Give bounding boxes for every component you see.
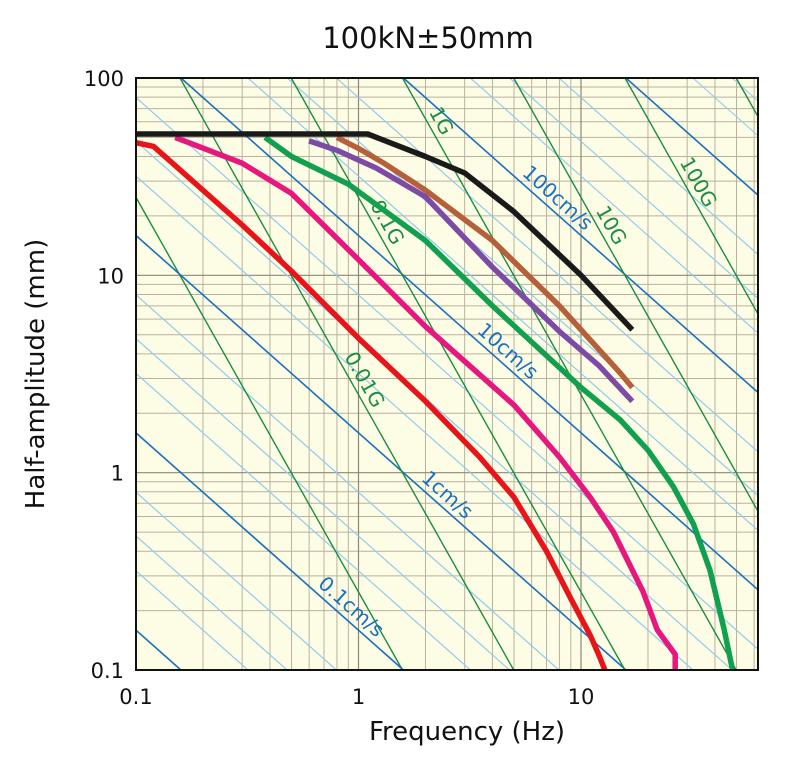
y-tick-labels: 0.1 1 10 100 — [84, 67, 124, 683]
velocity-line — [135, 629, 182, 671]
x-tick-label: 1 — [352, 685, 365, 709]
velocity-minor-line — [509, 77, 759, 299]
acceleration-line — [735, 77, 759, 117]
velocity-minor-line — [135, 535, 288, 671]
velocity-minor-line — [247, 77, 759, 531]
series-group — [136, 131, 736, 670]
velocity-line — [135, 432, 404, 671]
series-line — [308, 138, 635, 404]
velocity-minor-line — [135, 491, 337, 671]
series-line — [335, 134, 635, 390]
velocity-line — [135, 234, 627, 671]
velocity-minor-line — [135, 570, 249, 671]
plot-frame — [135, 77, 759, 671]
velocity-minor-line — [135, 140, 733, 671]
velocity-minor-line — [135, 175, 694, 671]
series-line — [136, 131, 635, 332]
velocity-minor-line — [135, 373, 471, 671]
y-tick-label: 100 — [84, 67, 124, 91]
x-tick-label: 10 — [568, 685, 595, 709]
velocity-minor-line — [336, 77, 759, 453]
velocity-minor-line — [135, 338, 510, 671]
velocity-minor-line — [558, 77, 759, 255]
y-axis-label: Half-amplitude (mm) — [21, 239, 51, 509]
y-tick-label: 0.1 — [91, 659, 124, 683]
series-line — [174, 134, 678, 670]
acceleration-line — [179, 77, 515, 671]
series-line — [136, 140, 608, 670]
x-axis-label: Frequency (Hz) — [369, 717, 565, 747]
y-tick-label: 10 — [97, 264, 124, 288]
x-tick-label: 0.1 — [119, 685, 152, 709]
y-tick-label: 1 — [111, 462, 124, 486]
velocity-minor-line — [135, 294, 560, 671]
series-line — [263, 135, 736, 670]
velocity-minor-line — [692, 77, 759, 137]
velocity-minor-line — [731, 77, 759, 102]
velocity-line — [402, 77, 759, 394]
acceleration-line — [135, 197, 404, 671]
chart-title: 100kN±50mm — [322, 21, 534, 55]
velocity-minor-line — [286, 77, 759, 497]
velocity-minor-line — [470, 77, 759, 334]
velocity-line — [180, 77, 759, 591]
acceleration-line — [513, 77, 759, 512]
velocity-minor-line — [135, 97, 759, 650]
acceleration-line — [624, 77, 759, 315]
reference-lines — [135, 77, 759, 671]
x-tick-labels: 0.1 1 10 — [119, 685, 594, 709]
acceleration-line — [290, 77, 626, 671]
velocity-line — [625, 77, 759, 196]
